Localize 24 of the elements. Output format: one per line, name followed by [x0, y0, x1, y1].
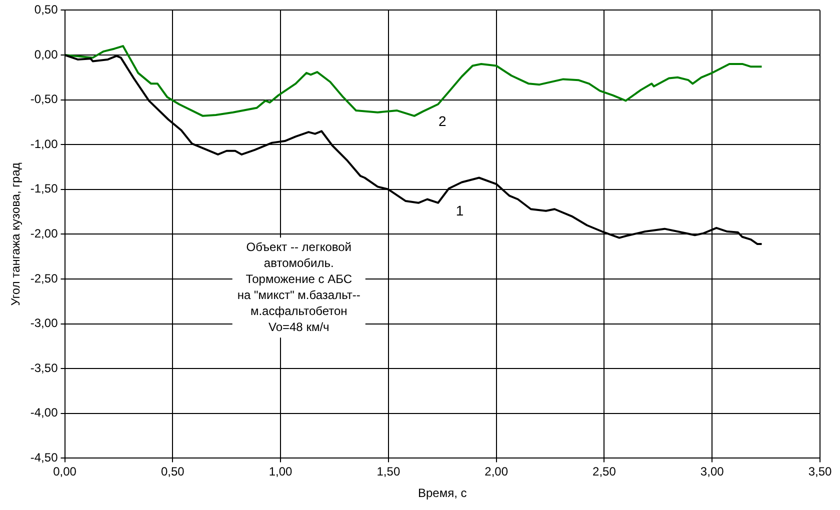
x-tick-label: 3,50 [808, 464, 832, 479]
x-tick-label: 2,50 [592, 464, 616, 479]
x-axis-title: Время, с [418, 486, 467, 500]
y-tick-label: -2,00 [30, 226, 58, 241]
y-tick-label: -3,00 [30, 316, 58, 330]
x-tick-label: 3,00 [700, 464, 724, 479]
x-tick-label: 0,00 [53, 464, 77, 479]
annotation: Объект -- легковой автомобиль. Торможение с АБС на "микст" м.базальт-- м.асфальтобетон Vo=48 км/ч [237, 240, 360, 334]
x-tick-label: 1,50 [376, 464, 400, 479]
y-tick-label: -1,00 [30, 136, 58, 151]
y-tick-label: 0,00 [34, 47, 58, 62]
x-tick-label: 1,00 [268, 464, 293, 479]
annotation: 2 [438, 113, 446, 130]
x-tick-label: 0,50 [160, 464, 185, 479]
y-tick-label: 0,50 [34, 2, 58, 17]
x-tick-label: 2,00 [484, 464, 508, 479]
annotation: 1 [456, 202, 464, 219]
y-tick-label: -4,50 [30, 450, 58, 465]
y-tick-label: -0,50 [30, 92, 58, 106]
y-axis-title: Угол тангажа кузова, град [8, 162, 23, 306]
y-tick-label: -4,00 [30, 406, 58, 420]
y-tick-label: -1,50 [30, 182, 58, 196]
y-tick-label: -3,50 [30, 360, 58, 375]
y-tick-label: -2,50 [30, 271, 58, 286]
